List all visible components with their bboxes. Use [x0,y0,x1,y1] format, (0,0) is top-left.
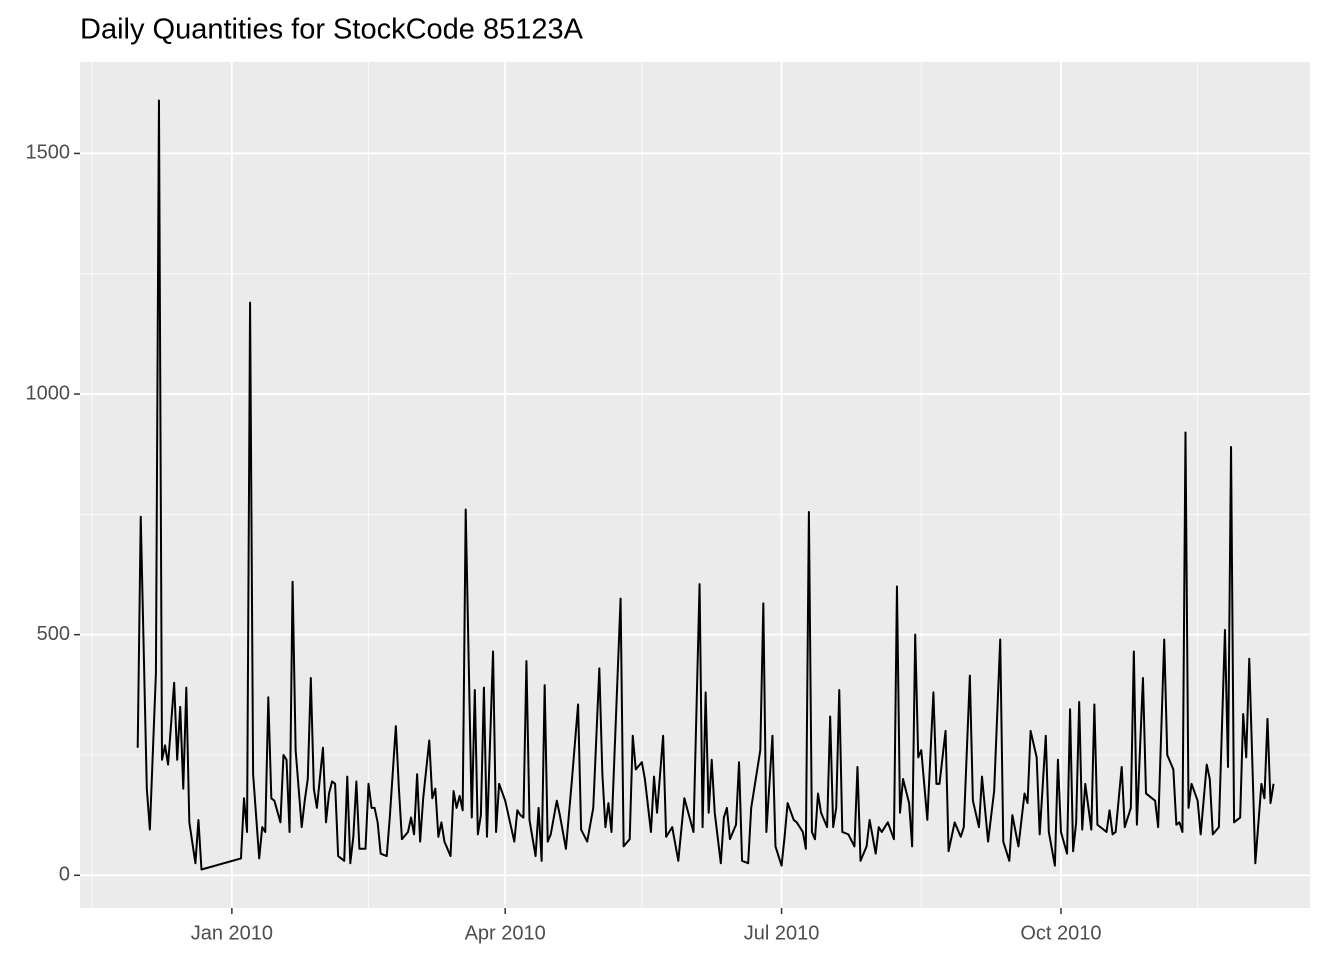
x-tick-label: Apr 2010 [465,922,546,944]
y-tick-label: 500 [37,623,70,645]
x-tick-label: Jan 2010 [191,922,273,944]
y-tick-label: 0 [59,864,70,886]
y-tick-label: 1500 [26,142,71,164]
x-tick-label: Jul 2010 [744,922,820,944]
x-tick-label: Oct 2010 [1020,922,1101,944]
y-tick-label: 1000 [26,382,71,404]
data-line [136,99,1275,871]
chart-title: Daily Quantities for StockCode 85123A [80,14,584,46]
